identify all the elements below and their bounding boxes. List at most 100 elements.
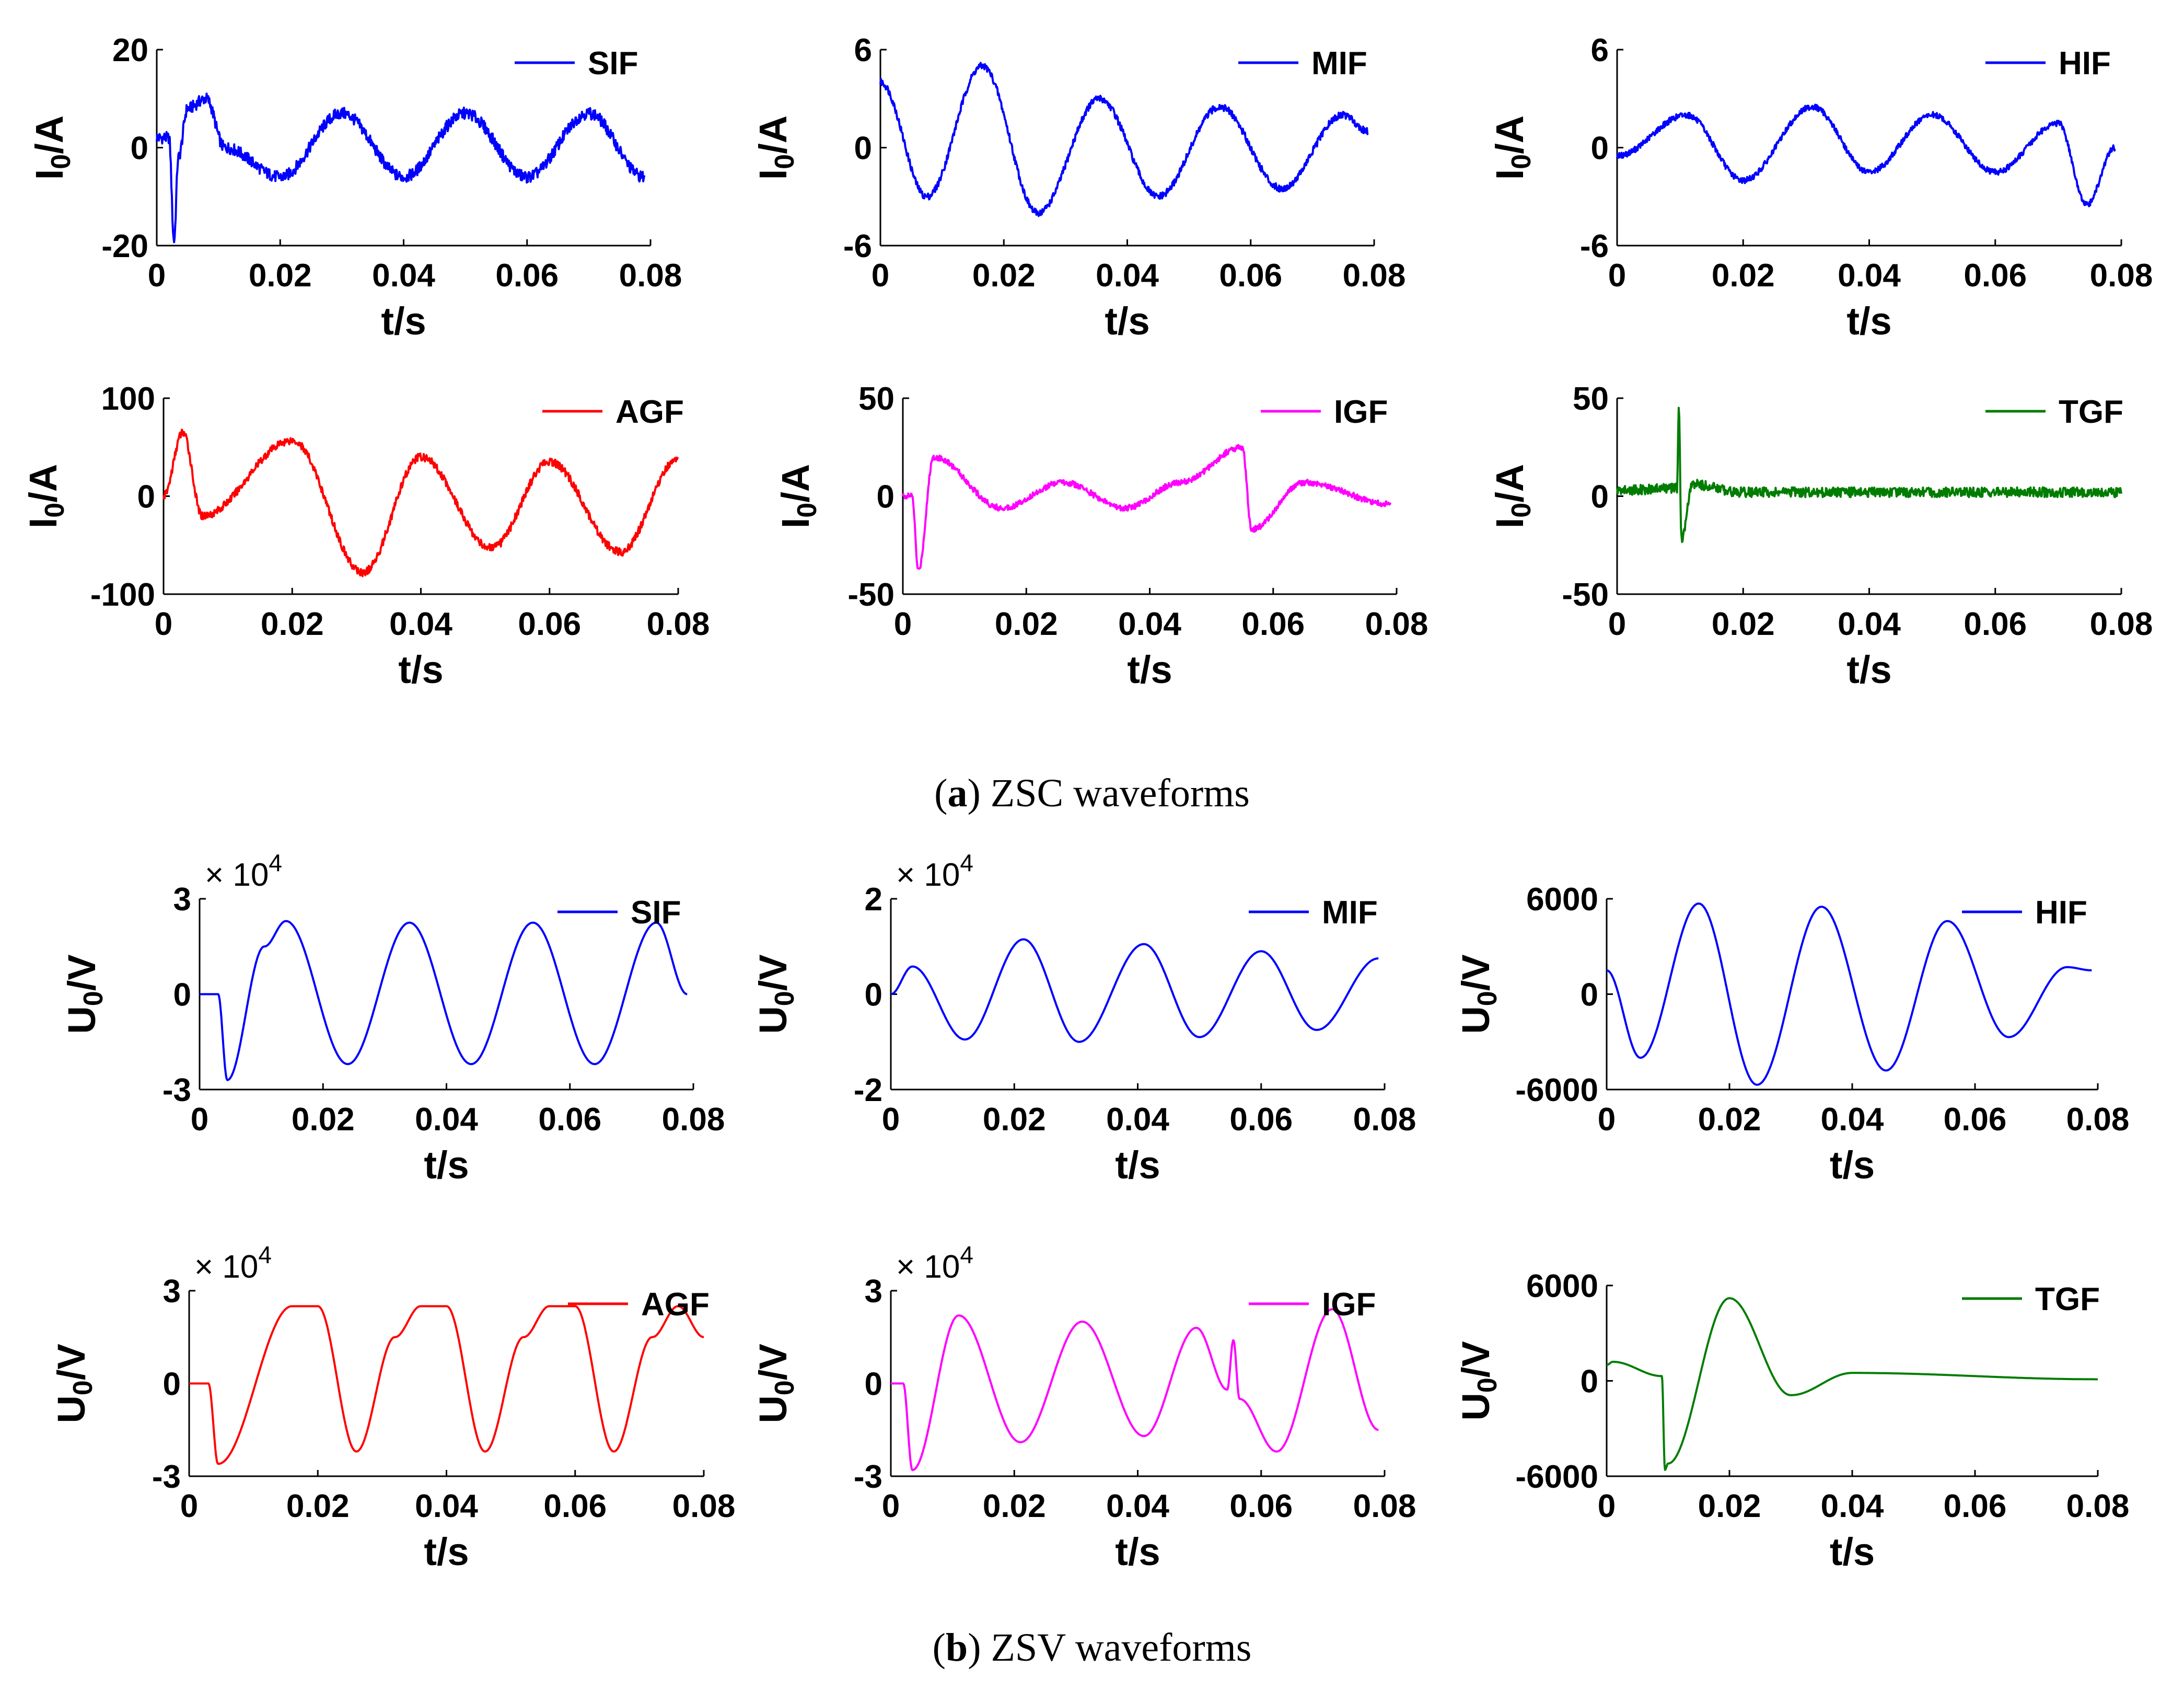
y-tick-label: 0 <box>854 131 872 167</box>
series-line-hif <box>1616 103 2116 207</box>
x-axis-label: t/s <box>398 648 443 691</box>
y-tick-label: -50 <box>1562 577 1609 613</box>
y-tick-label: -20 <box>101 228 148 264</box>
x-tick-label: 0.08 <box>2090 258 2153 294</box>
x-tick-label: 0.06 <box>518 606 581 642</box>
x-tick-label: 0 <box>1598 1488 1616 1524</box>
x-tick-label: 0 <box>1598 1102 1616 1138</box>
y-tick-label: 3 <box>865 1273 882 1310</box>
x-tick-label: 0.02 <box>1698 1102 1761 1138</box>
axis-multiplier: × 104 <box>896 849 973 893</box>
x-tick-label: 0.08 <box>1353 1488 1416 1524</box>
y-tick-label: -2 <box>854 1072 882 1108</box>
legend-label: SIF <box>588 45 638 82</box>
y-tick-label: -3 <box>162 1072 191 1108</box>
x-tick-label: 0 <box>155 606 172 642</box>
y-axis-label: U0/V <box>50 1343 98 1423</box>
legend-label: SIF <box>631 895 681 931</box>
x-tick-label: 0.08 <box>672 1488 736 1524</box>
x-axis-label: t/s <box>424 1143 469 1187</box>
x-tick-label: 0.06 <box>1944 1102 2007 1138</box>
y-tick-label: 0 <box>1581 977 1598 1013</box>
y-axis-label: I0/A <box>21 464 70 528</box>
x-tick-label: 0.04 <box>1096 258 1159 294</box>
x-tick-label: 0.04 <box>372 258 435 294</box>
y-axis-label: U0/V <box>1454 1341 1503 1420</box>
x-tick-label: 0 <box>1608 258 1626 294</box>
axis-multiplier: × 104 <box>205 849 282 893</box>
y-tick-label: -6000 <box>1515 1459 1598 1495</box>
x-tick-label: 0 <box>191 1102 208 1138</box>
x-tick-label: 0.04 <box>389 606 452 642</box>
legend-label: IGF <box>1334 394 1388 430</box>
x-axis-label: t/s <box>1105 299 1149 343</box>
y-axis-label: I0/A <box>1488 115 1537 180</box>
legend-label: AGF <box>615 394 684 430</box>
x-axis-label: t/s <box>1830 1530 1875 1573</box>
x-axis-label: t/s <box>1115 1530 1160 1573</box>
x-tick-label: 0.06 <box>1219 258 1282 294</box>
y-tick-label: 6000 <box>1526 1268 1598 1304</box>
y-tick-label: -6000 <box>1515 1072 1598 1108</box>
x-tick-label: 0.04 <box>1106 1102 1169 1138</box>
x-tick-label: 0.06 <box>1229 1102 1293 1138</box>
x-tick-label: 0 <box>148 258 166 294</box>
y-tick-label: 100 <box>101 381 155 417</box>
y-tick-label: 3 <box>173 882 191 918</box>
x-tick-label: 0.08 <box>1343 258 1406 294</box>
series-line-agf <box>189 1305 704 1465</box>
series-line-sif <box>199 920 688 1081</box>
y-tick-label: -3 <box>854 1459 882 1495</box>
legend-label: IGF <box>1322 1287 1376 1323</box>
x-tick-label: 0.02 <box>249 258 312 294</box>
x-tick-label: 0.06 <box>1964 258 2027 294</box>
x-tick-label: 0.06 <box>538 1102 601 1138</box>
x-tick-label: 0.06 <box>1944 1488 2007 1524</box>
y-tick-label: 0 <box>865 1366 882 1403</box>
x-tick-label: 0.04 <box>415 1102 478 1138</box>
x-tick-label: 0.02 <box>292 1102 355 1138</box>
y-tick-label: -3 <box>152 1459 181 1495</box>
x-tick-label: 0.08 <box>662 1102 725 1138</box>
legend-label: HIF <box>2059 45 2111 82</box>
legend-label: HIF <box>2035 895 2087 931</box>
y-tick-label: 0 <box>173 977 191 1013</box>
x-tick-label: 0 <box>180 1488 198 1524</box>
x-tick-label: 0.04 <box>415 1488 478 1524</box>
x-tick-label: 0.06 <box>1229 1488 1293 1524</box>
x-tick-label: 0 <box>1608 606 1626 642</box>
x-axis-label: t/s <box>1846 299 1891 343</box>
x-tick-label: 0.08 <box>1353 1102 1416 1138</box>
x-tick-label: 0.02 <box>261 606 324 642</box>
x-tick-label: 0.06 <box>1241 606 1305 642</box>
y-tick-label: 0 <box>865 977 882 1013</box>
y-tick-label: 0 <box>137 479 155 515</box>
x-tick-label: 0.08 <box>2090 606 2153 642</box>
x-tick-label: 0.08 <box>2066 1102 2130 1138</box>
x-tick-label: 0.04 <box>1821 1488 1884 1524</box>
x-tick-label: 0.02 <box>1712 258 1775 294</box>
y-tick-label: 50 <box>1573 381 1609 417</box>
y-tick-label: 0 <box>1591 479 1609 515</box>
x-tick-label: 0.06 <box>495 258 559 294</box>
legend-label: TGF <box>2059 394 2123 430</box>
series-line-igf <box>890 1308 1379 1472</box>
y-axis-label: I0/A <box>751 115 800 180</box>
x-tick-label: 0.06 <box>543 1488 607 1524</box>
y-tick-label: -100 <box>90 577 155 613</box>
x-tick-label: 0 <box>882 1102 900 1138</box>
x-tick-label: 0.04 <box>1118 606 1181 642</box>
x-tick-label: 0.02 <box>995 606 1058 642</box>
y-tick-label: -50 <box>847 577 894 613</box>
